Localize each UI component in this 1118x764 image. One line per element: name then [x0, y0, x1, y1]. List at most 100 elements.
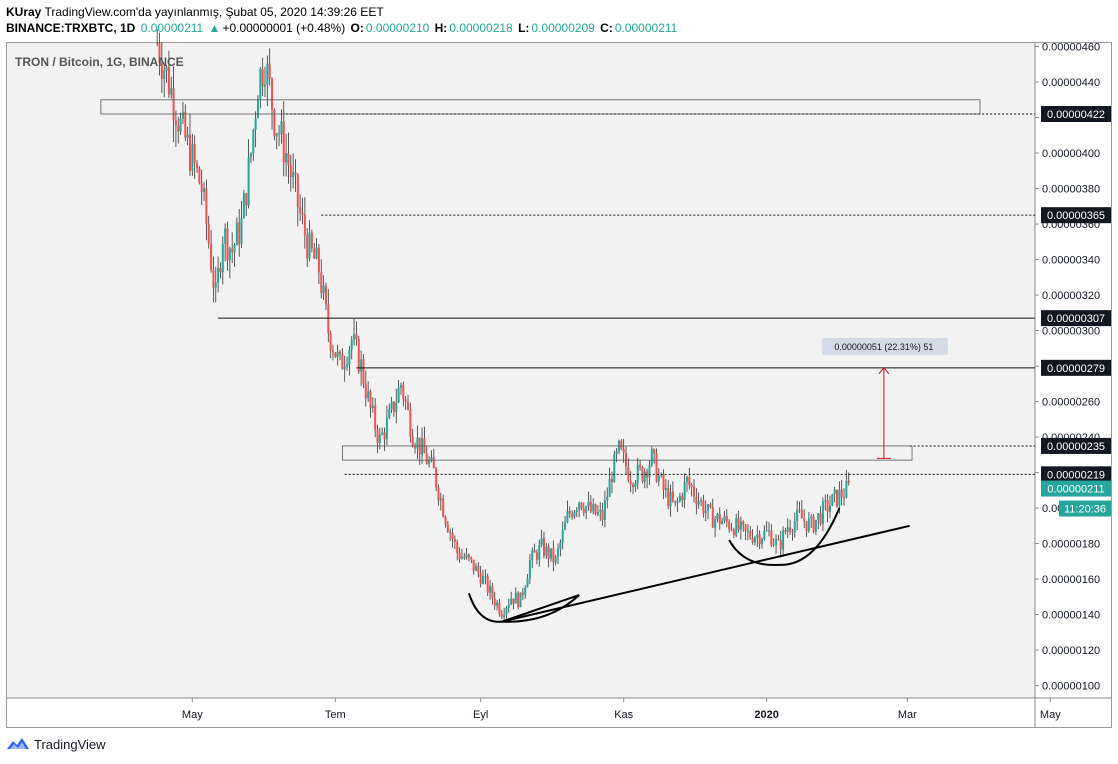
candle-body	[730, 529, 733, 531]
candle	[500, 609, 503, 619]
candle	[170, 76, 173, 99]
candle	[221, 236, 224, 285]
candle	[791, 528, 794, 541]
candle-body	[409, 409, 412, 437]
candle	[744, 524, 747, 541]
candle	[775, 534, 778, 554]
candle-body	[589, 501, 592, 512]
tradingview-brand[interactable]: TradingView	[34, 736, 106, 752]
candle	[299, 194, 302, 221]
candle	[364, 370, 367, 407]
zone-rectangle	[341, 445, 913, 461]
candle-body	[214, 282, 217, 288]
candle-body	[254, 117, 257, 130]
candle	[542, 531, 545, 559]
candle	[308, 220, 311, 262]
candle	[451, 527, 454, 548]
candle	[763, 525, 766, 541]
candle-body	[744, 524, 747, 532]
candle	[814, 519, 817, 536]
candle-body	[833, 489, 836, 495]
candle	[343, 355, 346, 382]
candle	[803, 508, 806, 529]
candle	[550, 548, 552, 562]
candle-body	[732, 529, 735, 536]
candle	[334, 352, 337, 358]
candle	[751, 529, 754, 545]
time-tick-label: Kas	[614, 709, 633, 721]
candle-body	[770, 530, 773, 546]
candle-body	[500, 613, 503, 618]
candle	[681, 492, 684, 508]
candle	[407, 394, 409, 411]
candle-body	[233, 245, 236, 253]
candle-body	[814, 519, 817, 532]
candle-body	[610, 478, 613, 483]
candle	[249, 152, 252, 163]
candle-body	[580, 502, 583, 509]
candle-body	[683, 482, 686, 501]
price-tick-label: 0.00000300	[1042, 326, 1100, 338]
price-tick-label: 0.00000440	[1042, 77, 1100, 89]
candle-body	[826, 500, 829, 512]
candle	[172, 66, 175, 143]
candle-body	[170, 88, 173, 95]
candle-body	[376, 429, 379, 443]
chart-frame[interactable]	[6, 42, 1112, 728]
candle	[615, 447, 618, 463]
candle	[531, 547, 534, 569]
close-value: 0.00000211	[614, 21, 678, 35]
candle-body	[828, 505, 831, 512]
candle-body	[210, 243, 213, 271]
author-name[interactable]: KUray	[6, 5, 42, 19]
candle	[836, 489, 838, 508]
candle	[707, 503, 710, 520]
candle-body	[753, 537, 756, 543]
candle-body	[484, 576, 487, 578]
candle	[561, 521, 564, 550]
candle-body	[517, 592, 520, 608]
candle-body	[596, 511, 599, 515]
candle	[660, 472, 663, 478]
price-chart[interactable]: 0.00000100 0.00000120 0.00000140 0.00000160…	[0, 0, 1118, 730]
candle	[533, 543, 536, 553]
candle	[385, 405, 388, 446]
candle	[521, 587, 524, 600]
price-label: 0.00000422	[1047, 109, 1105, 121]
candle	[350, 336, 353, 360]
candle-body	[207, 224, 210, 244]
candle	[493, 591, 496, 610]
candle	[678, 492, 681, 503]
candle	[329, 330, 332, 359]
candle-body	[203, 188, 206, 193]
candle-body	[653, 449, 656, 454]
candle	[503, 607, 506, 622]
candle	[657, 468, 660, 487]
candle-body	[758, 534, 761, 545]
candle-body	[528, 560, 531, 579]
candle-body	[261, 69, 264, 87]
candle-body	[660, 474, 663, 476]
candle-body	[784, 530, 787, 532]
last-price: 0.00000211	[140, 21, 204, 35]
candle-body	[296, 174, 299, 208]
candle-body	[226, 228, 229, 261]
candle-body	[238, 222, 241, 244]
candle-body	[479, 572, 482, 584]
tradingview-logo-icon[interactable]	[6, 736, 30, 752]
candle	[200, 169, 203, 206]
candle	[674, 500, 677, 507]
candle-body	[535, 552, 538, 560]
candle-body	[414, 446, 417, 449]
candle-body	[571, 514, 574, 518]
candle	[608, 467, 611, 498]
candle	[196, 160, 199, 173]
trend-line	[501, 524, 910, 623]
candle	[371, 397, 374, 413]
time-tick-label: Mar	[898, 709, 917, 721]
candle	[306, 228, 309, 267]
candle-body	[582, 508, 585, 513]
candle-body	[343, 366, 346, 370]
candle	[592, 498, 595, 515]
candle	[540, 529, 543, 548]
